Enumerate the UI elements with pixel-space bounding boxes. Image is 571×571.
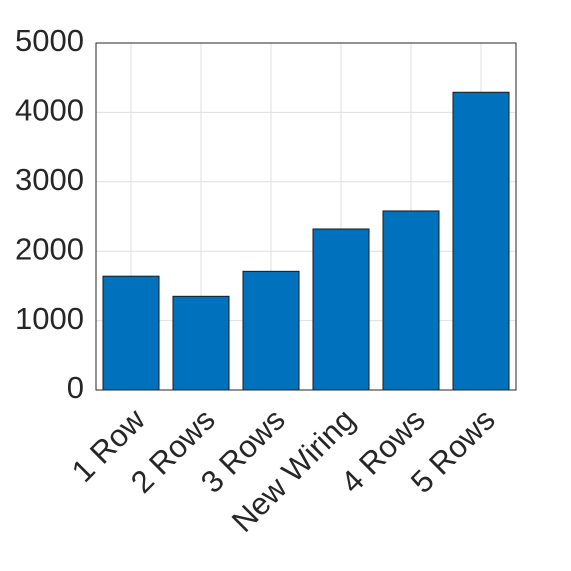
bar (452, 91, 510, 391)
axes-box (95, 42, 517, 391)
y-tick-label: 4000 (15, 93, 84, 128)
y-tick-label: 3000 (15, 162, 84, 197)
bar (242, 270, 300, 391)
y-tick-label: 1000 (15, 301, 84, 336)
bar (172, 295, 230, 391)
y-tick-label: 5000 (15, 23, 84, 58)
bar (102, 275, 160, 391)
bar (312, 228, 370, 391)
y-tick-label: 0 (67, 370, 84, 405)
y-tick-label: 2000 (15, 231, 84, 266)
bar (382, 210, 440, 391)
